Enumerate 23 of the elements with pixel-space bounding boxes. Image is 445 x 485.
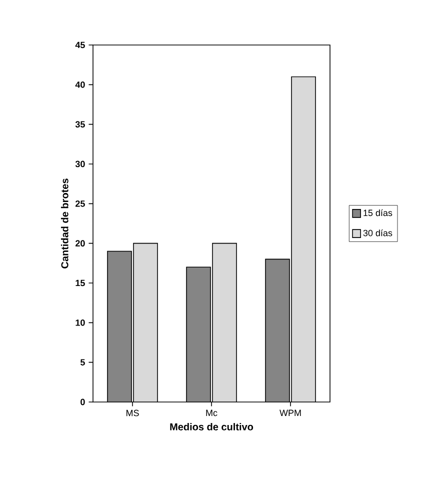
- legend-label: 15 días: [364, 209, 392, 216]
- x-tick-label: WPM: [280, 410, 301, 416]
- y-axis-title: Cantidad de brotes: [60, 178, 68, 268]
- bar: [107, 250, 132, 402]
- bar: [291, 76, 316, 402]
- y-tick-label: 15: [76, 280, 85, 286]
- x-tick-label: Mc: [206, 410, 218, 416]
- y-tick-label: 20: [76, 240, 85, 247]
- y-tick-label: 0: [80, 398, 85, 406]
- y-tick-label: 40: [75, 81, 85, 88]
- y-tick-label: 35: [75, 121, 85, 128]
- y-tick-label: 10: [76, 319, 85, 326]
- bar: [212, 242, 237, 402]
- x-tick-label: MS: [126, 410, 139, 416]
- bar: [133, 242, 158, 402]
- bar: [186, 266, 211, 402]
- y-tick-label: 45: [75, 42, 85, 48]
- legend-label: 30 días: [363, 229, 392, 236]
- y-tick-label: 30: [75, 160, 85, 168]
- x-axis-title: Medios de cultivo: [170, 423, 254, 430]
- y-tick-label: 5: [80, 359, 85, 366]
- y-tick-label: 25: [76, 200, 85, 207]
- bar: [265, 258, 290, 402]
